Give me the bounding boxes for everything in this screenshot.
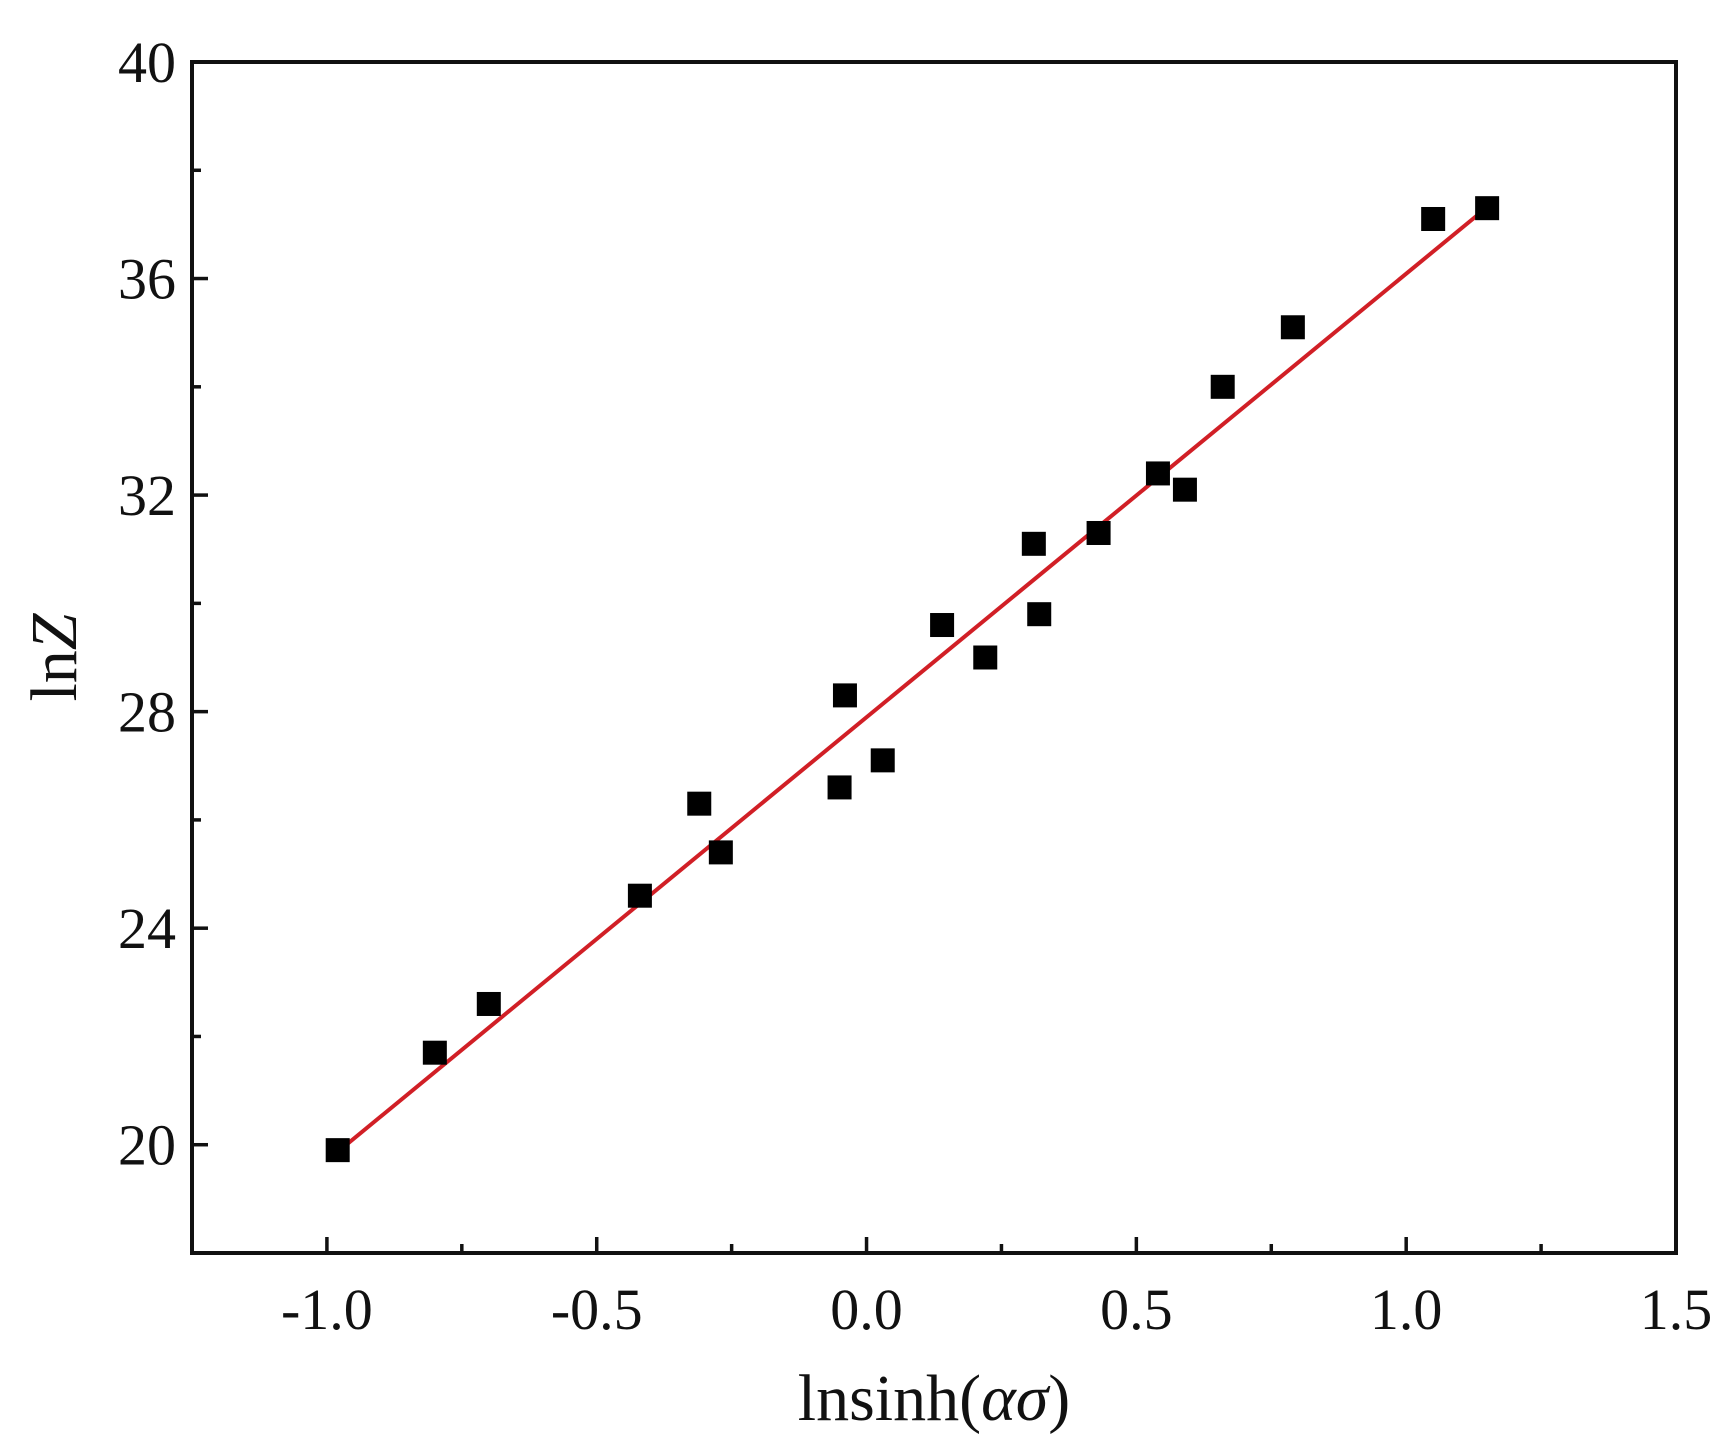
y-axis-label-prefix: ln <box>18 650 91 701</box>
plot-frame <box>190 60 1678 1255</box>
x-tick-label: -0.5 <box>551 1277 643 1342</box>
y-tick-label: 36 <box>118 247 176 312</box>
x-axis-label: lnsinh(ασ) <box>798 1362 1071 1435</box>
y-tick-label: 20 <box>118 1113 176 1178</box>
y-tick-label: 28 <box>118 680 176 745</box>
data-point <box>476 991 501 1016</box>
data-point <box>422 1040 447 1065</box>
x-axis-label-prefix: lnsinh( <box>798 1362 981 1435</box>
fit-line <box>341 201 1494 1149</box>
data-point <box>930 613 955 638</box>
y-tick-label: 40 <box>118 30 176 95</box>
data-point <box>325 1138 350 1163</box>
ticks-layer <box>192 60 1678 1253</box>
points-layer <box>325 196 1500 1163</box>
y-axis-label: lnZ <box>18 612 91 701</box>
y-axis-label-var: Z <box>18 612 91 650</box>
data-point <box>1421 206 1446 231</box>
x-tick-label: 0.0 <box>830 1277 903 1342</box>
tick-labels-layer: -1.0 -0.5 0.0 0.5 1.0 1.5 20 24 28 32 36 40 <box>118 30 1712 1342</box>
data-point <box>708 840 733 865</box>
data-point <box>1027 602 1052 627</box>
data-point <box>1475 196 1500 221</box>
data-point <box>1021 531 1046 556</box>
data-point <box>1280 315 1305 340</box>
data-point <box>687 791 712 816</box>
x-tick-label: 1.0 <box>1370 1277 1443 1342</box>
data-point <box>627 883 652 908</box>
y-tick-label: 24 <box>118 896 176 961</box>
data-point <box>832 683 857 708</box>
fit-layer <box>341 201 1494 1149</box>
x-tick-label: -1.0 <box>281 1277 373 1342</box>
y-tick-label: 32 <box>118 463 176 528</box>
x-axis-label-var: ασ <box>981 1362 1051 1435</box>
data-point <box>973 645 998 670</box>
data-point <box>1086 520 1111 545</box>
x-axis-label-suffix: ) <box>1048 1362 1070 1435</box>
data-point <box>1210 374 1235 399</box>
data-point <box>1172 477 1197 502</box>
x-tick-label: 0.5 <box>1100 1277 1173 1342</box>
data-point <box>827 775 852 800</box>
x-tick-label: 1.5 <box>1640 1277 1713 1342</box>
data-point <box>870 748 895 773</box>
data-point <box>1145 461 1170 486</box>
